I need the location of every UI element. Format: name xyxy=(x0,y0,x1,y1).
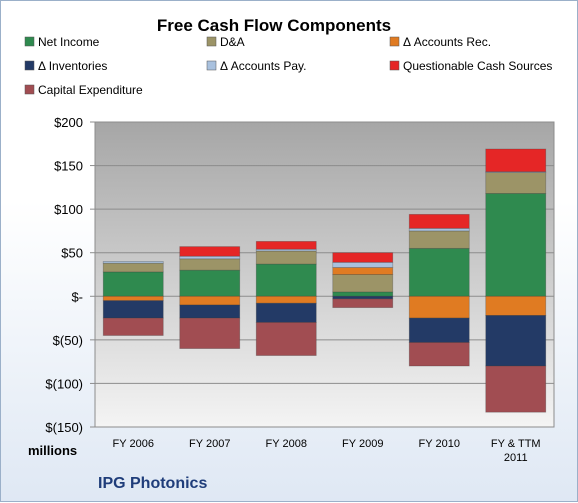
x-tick-label: FY 2010 xyxy=(419,438,460,450)
bar-segment xyxy=(408,295,470,319)
bar-segment xyxy=(485,193,547,297)
bar-segment xyxy=(102,317,164,336)
legend-label: Δ Accounts Rec. xyxy=(403,35,491,49)
bar-segment xyxy=(485,315,547,367)
bar-segment xyxy=(102,271,164,297)
legend-label: Δ Accounts Pay. xyxy=(220,59,307,73)
bar-segment xyxy=(408,213,470,229)
bar-segment xyxy=(255,250,317,265)
x-tick-label: FY & TTM xyxy=(491,438,541,450)
bar-segment xyxy=(179,269,241,297)
legend-label: Net Income xyxy=(38,35,100,49)
bar-segment xyxy=(102,262,164,273)
bar-segment xyxy=(332,274,394,293)
bar-segment xyxy=(332,298,394,309)
legend-swatch xyxy=(206,60,217,71)
bar-segment xyxy=(332,252,394,263)
bar-segment xyxy=(332,291,394,297)
bar-segment xyxy=(485,365,547,413)
y-axis-ticks: $200 $150 $100 $50 $- $(50) $(100) $(150) xyxy=(45,115,95,435)
bar-segment xyxy=(255,322,317,356)
bars xyxy=(102,148,547,413)
gridlines xyxy=(95,121,554,428)
bar-segment xyxy=(255,263,317,297)
x-tick-label: FY 2006 xyxy=(113,438,154,450)
bar-segment xyxy=(332,261,394,268)
bar-segment xyxy=(102,261,164,264)
legend-label: Questionable Cash Sources xyxy=(403,59,552,73)
y-tick-label: $(100) xyxy=(45,376,83,391)
units-label: millions xyxy=(28,443,77,458)
legend-swatch xyxy=(24,36,35,47)
bar-segment xyxy=(332,267,394,275)
bar-segment xyxy=(179,246,241,257)
bar-segment xyxy=(408,230,470,249)
bar-segment xyxy=(255,240,317,250)
legend-label: Capital Expenditure xyxy=(38,83,143,97)
legend-swatch xyxy=(24,60,35,71)
chart-title: Free Cash Flow Components xyxy=(157,16,391,35)
y-tick-label: $- xyxy=(71,289,83,304)
y-tick-label: $100 xyxy=(54,202,83,217)
x-tick-label: FY 2007 xyxy=(189,438,230,450)
legend-label: Δ Inventories xyxy=(38,59,107,73)
x-tick-label: 2011 xyxy=(504,452,528,464)
y-tick-label: $(150) xyxy=(45,420,83,435)
bar-segment xyxy=(179,258,241,271)
bar-segment xyxy=(485,172,547,194)
bar-segment xyxy=(179,295,241,306)
bar-segment xyxy=(102,295,164,302)
legend: Net Income D&A Δ Accounts Rec. Δ Inventorie… xyxy=(24,35,552,97)
bar-segment xyxy=(102,300,164,319)
bar-segment xyxy=(408,247,470,297)
bar-segment xyxy=(255,248,317,252)
bar-segment xyxy=(408,317,470,343)
legend-swatch xyxy=(206,36,217,47)
bar-segment xyxy=(255,295,317,304)
legend-label: D&A xyxy=(220,35,245,49)
company-name: IPG Photonics xyxy=(98,475,207,492)
bar-segment xyxy=(485,295,547,316)
y-tick-label: $(50) xyxy=(53,333,83,348)
x-tick-label: FY 2008 xyxy=(266,438,307,450)
legend-swatch xyxy=(389,60,400,71)
y-tick-label: $50 xyxy=(61,246,83,261)
bar-segment xyxy=(408,342,470,367)
bar-segment xyxy=(255,302,317,323)
legend-swatch xyxy=(389,36,400,47)
x-axis-ticks: FY 2006 FY 2007 FY 2008 FY 2009 FY 2010 FY & … xyxy=(113,438,541,464)
y-tick-label: $150 xyxy=(54,159,83,174)
bar-segment xyxy=(179,317,241,349)
bar-segment xyxy=(485,171,547,173)
plot-area xyxy=(94,121,555,428)
y-tick-label: $200 xyxy=(54,115,83,130)
legend-swatch xyxy=(24,84,35,95)
bar-segment xyxy=(179,304,241,319)
x-tick-label: FY 2009 xyxy=(342,438,383,450)
bar-segment xyxy=(485,148,547,173)
